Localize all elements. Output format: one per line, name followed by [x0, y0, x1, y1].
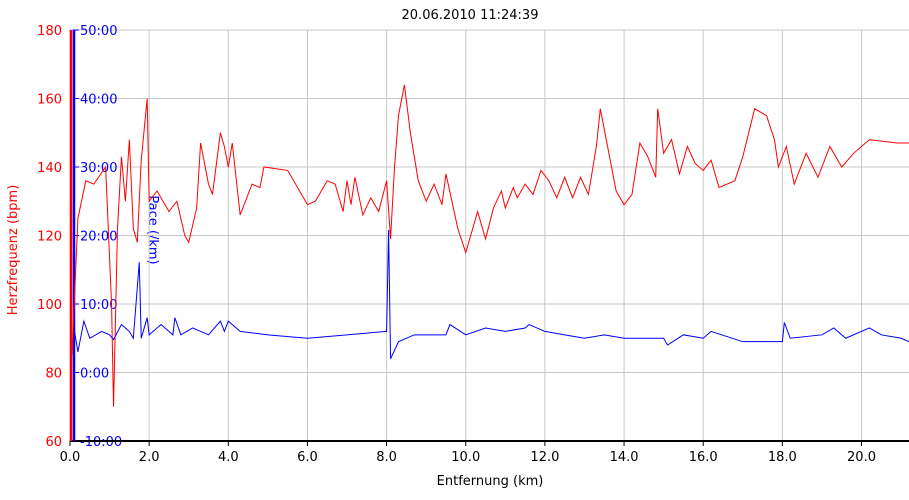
x-tick-label: 10.0 [451, 450, 480, 465]
y-tick-label: 60 [45, 435, 62, 450]
chart-title: 20.06.2010 11:24:39 [402, 8, 539, 23]
x-axis-label: Entfernung (km) [437, 474, 544, 489]
x-tick-label: 20.0 [847, 450, 876, 465]
x-tick-label: 4.0 [218, 450, 239, 465]
x-tick-label: 16.0 [689, 450, 718, 465]
y2-tick-label: 0:00 [80, 367, 109, 382]
x-tick-label: 8.0 [376, 450, 397, 465]
data-line [73, 230, 909, 360]
y2-axis-label: Pace (/km) [145, 195, 160, 264]
x-tick-label: 18.0 [768, 450, 797, 465]
y-tick-label: 180 [37, 24, 62, 39]
x-tick-label: 0.0 [60, 450, 81, 465]
y-tick-label: 160 [37, 93, 62, 108]
x-tick-label: 12.0 [530, 450, 559, 465]
x-tick-label: 14.0 [610, 450, 639, 465]
y2-tick-label: 30:00 [80, 161, 117, 176]
x-tick-label: 2.0 [139, 450, 160, 465]
y2-tick-label: 40:00 [80, 93, 117, 108]
y-tick-label: 100 [37, 298, 62, 313]
data-line [71, 84, 909, 407]
y2-tick-label: 20:00 [80, 230, 117, 245]
y2-tick-label: 10:00 [80, 298, 117, 313]
y-tick-label: 120 [37, 230, 62, 245]
y-tick-label: 80 [45, 367, 62, 382]
y-tick-label: 140 [37, 161, 62, 176]
y2-tick-label: -10:00 [80, 435, 122, 450]
x-tick-label: 6.0 [297, 450, 318, 465]
y-axis-label: Herzfrequenz (bpm) [6, 185, 21, 316]
y2-tick-label: 50:00 [80, 24, 117, 39]
